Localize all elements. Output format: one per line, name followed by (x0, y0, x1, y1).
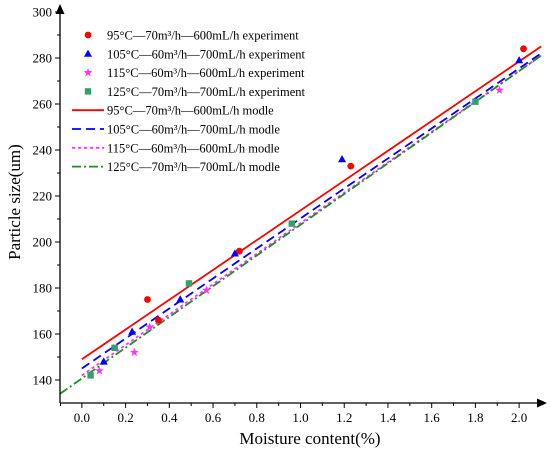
legend: 95°C—70m³/h—600mL/h experiment 105°C—60m³… (72, 29, 305, 174)
experiment-point-2 (128, 327, 137, 335)
y-tick-label: 160 (33, 327, 53, 342)
x-tick-label: 1.4 (380, 410, 397, 425)
x-axis-arrow (537, 398, 547, 408)
axes-layer: 0.0 0.2 0.4 0.6 0.8 1.0 1.2 1.4 1.6 1.8 2.0 140 160 1… (33, 4, 547, 425)
y-tick-label: 140 (33, 373, 53, 388)
legend-label: 105°C—60m³/h—700mL/h modle (107, 123, 280, 137)
experiment-point-4 (185, 280, 193, 287)
legend-label: 125°C—70m³/h—700mL/h experiment (107, 85, 305, 99)
experiment-point-4 (87, 372, 94, 379)
model-line-4 (59, 54, 542, 395)
experiment-point-1 (520, 45, 527, 53)
legend-label: 105°C—60m³/h—700mL/h experiment (107, 47, 305, 61)
legend-label: 95°C—70m³/h—600mL/h experiment (107, 29, 299, 43)
experiment-point-4 (472, 98, 479, 105)
y-tick-label: 300 (33, 5, 53, 20)
experiment-point-3 (202, 285, 211, 295)
experiment-point-2 (230, 249, 239, 257)
experiment-point-3 (495, 85, 504, 94)
experiment-point-2 (99, 357, 108, 365)
experiment-point-1 (347, 162, 355, 170)
experiment-point-2 (176, 295, 185, 303)
y-tick-label: 200 (33, 235, 53, 250)
x-tick-label: 0.8 (249, 410, 265, 425)
x-tick-label: 1.0 (292, 410, 308, 425)
y-tick-label: 240 (33, 143, 53, 158)
x-tick-label: 0.4 (161, 410, 178, 425)
model-line-1 (81, 45, 542, 361)
experiment-point-3 (94, 366, 104, 375)
x-tick-label: 1.2 (336, 410, 352, 425)
x-tick-label: 2.0 (511, 410, 527, 425)
x-axis-title: Moisture content(%) (239, 429, 380, 448)
x-tick-label: 1.8 (467, 410, 483, 425)
experiment-point-2 (338, 155, 347, 163)
x-tick-label: 0.2 (117, 410, 133, 425)
legend-marker-2 (84, 49, 92, 57)
experiment-point-4 (111, 344, 118, 351)
experiment-point-3 (129, 347, 139, 357)
x-tick-label: 0.6 (205, 410, 222, 425)
legend-marker-3 (83, 68, 93, 77)
model-line-2 (81, 52, 542, 370)
legend-marker-1 (84, 31, 92, 39)
experiment-point-2 (515, 56, 524, 64)
legend-label: 115°C—60m³/h—600mL/h experiment (107, 66, 305, 80)
x-tick-label: 0.0 (74, 410, 90, 425)
legend-marker-4 (84, 88, 92, 95)
y-tick-label: 260 (33, 97, 53, 112)
experiment-point-4 (288, 220, 295, 227)
x-tick-label: 1.6 (424, 410, 441, 425)
experiment-point-1 (154, 316, 162, 324)
experiment-point-1 (235, 247, 243, 255)
experiment-point-3 (145, 322, 155, 331)
y-tick-label: 180 (33, 281, 53, 296)
y-tick-label: 280 (33, 51, 53, 66)
data-layer (59, 45, 542, 395)
legend-label: 95°C—70m³/h—600mL/h modle (107, 104, 274, 118)
legend-label: 115°C—60m³/h—600mL/h modle (107, 141, 280, 155)
legend-label: 125°C—70m³/h—700mL/h modle (107, 160, 280, 174)
y-axis-title: Particle size(um) (5, 144, 24, 260)
experiment-point-1 (144, 296, 151, 303)
y-tick-label: 220 (33, 189, 53, 204)
